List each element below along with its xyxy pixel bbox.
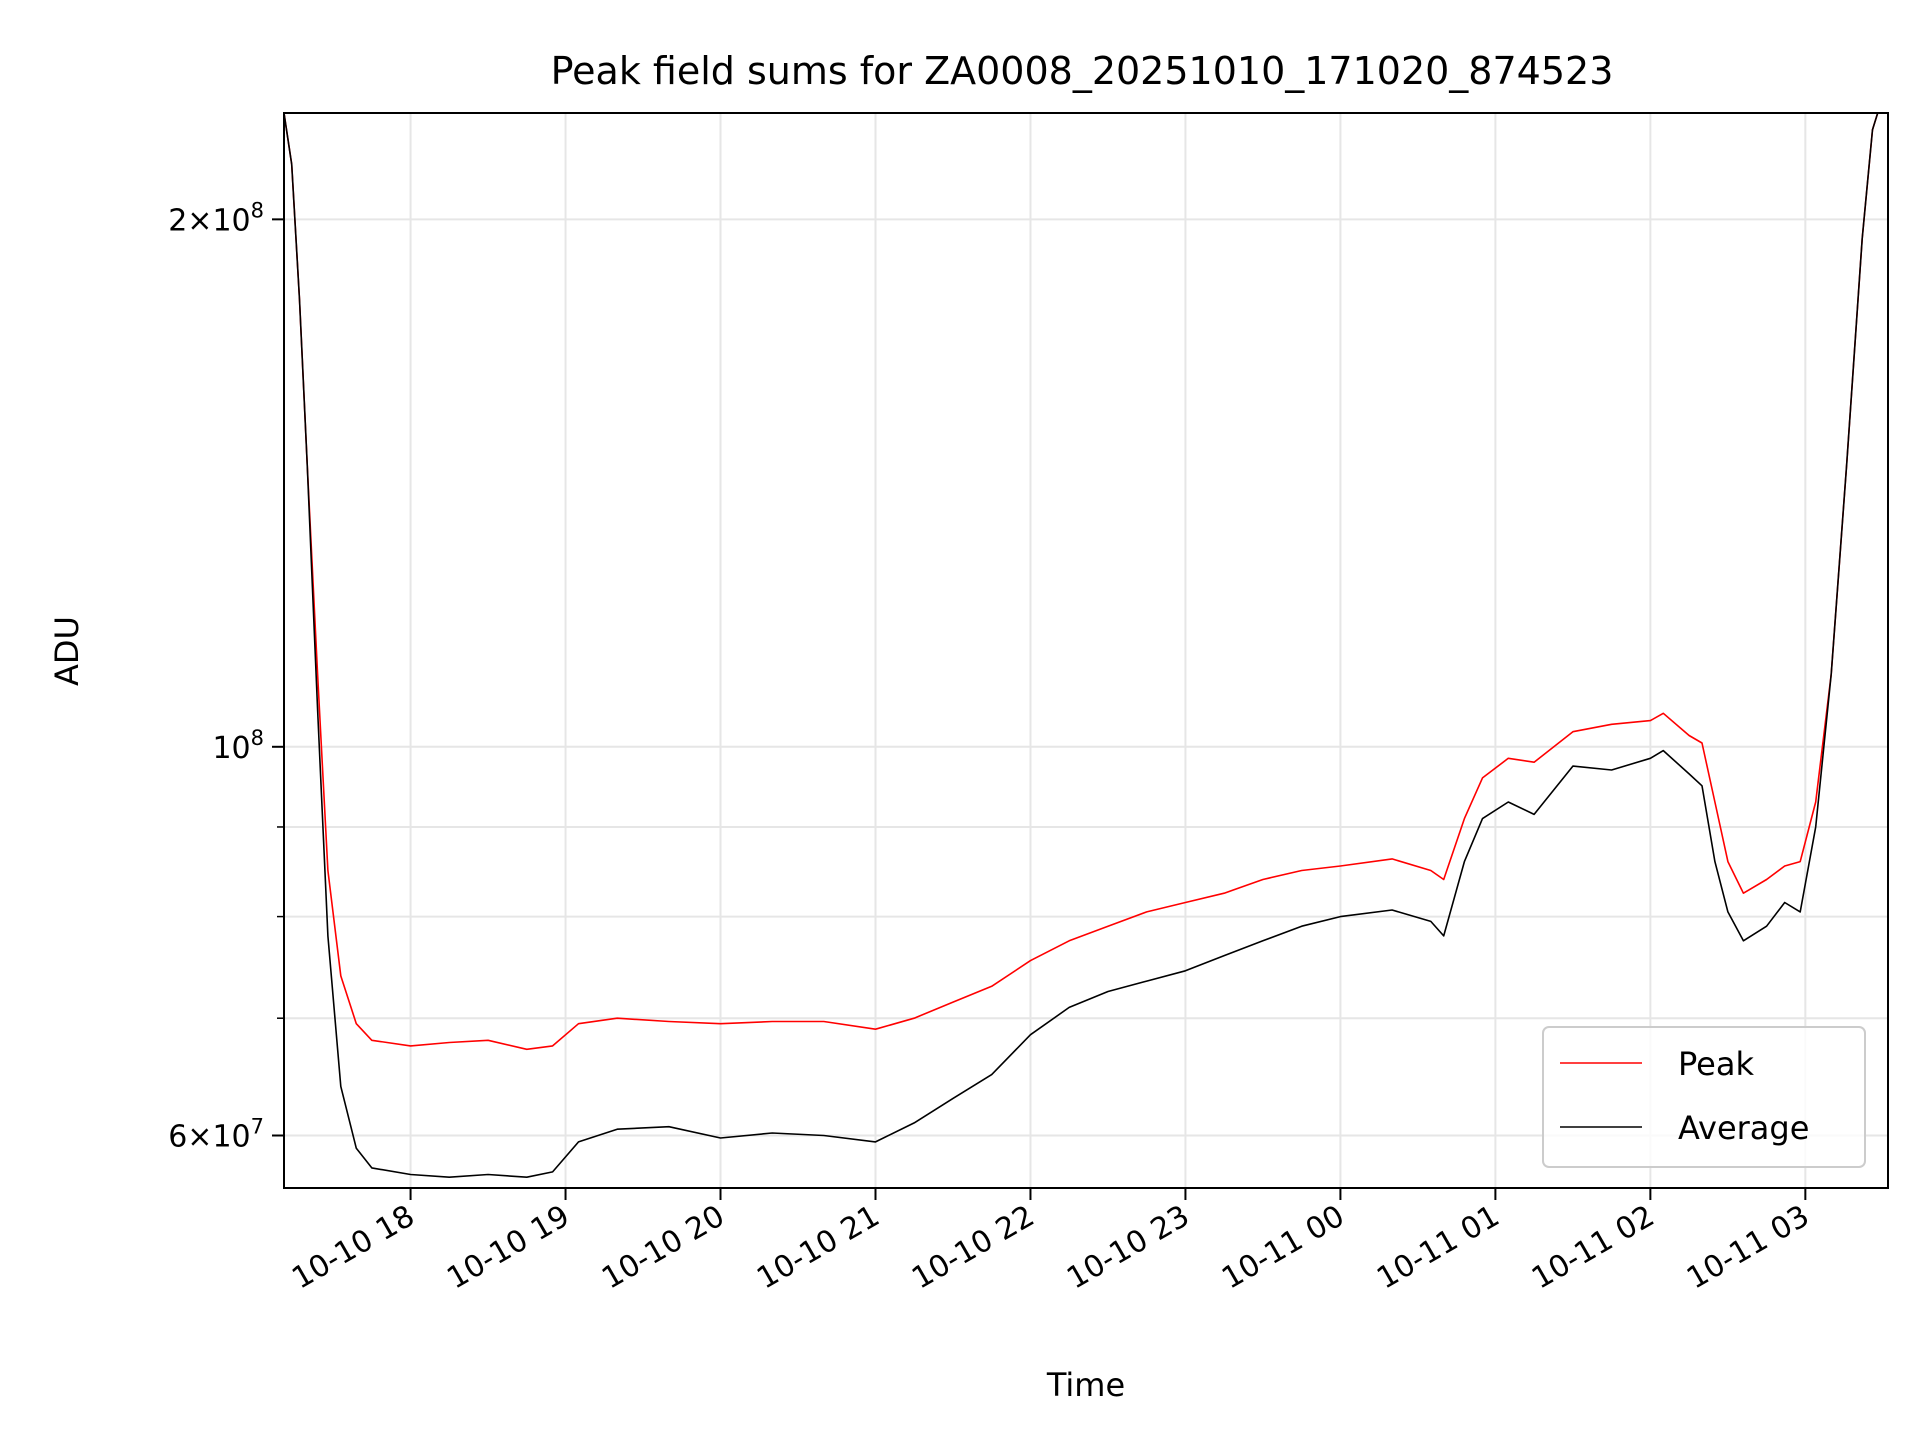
legend: Peak Average	[1542, 1026, 1866, 1168]
y-tick-label: 2×108	[168, 198, 264, 238]
x-axis-label: Time	[1046, 1366, 1125, 1404]
series-line-peak	[284, 113, 1879, 1051]
grid	[284, 113, 1888, 1188]
plot-area-frame	[283, 112, 1889, 1189]
y-axis-label: ADU	[48, 616, 86, 686]
legend-label-average: Average	[1678, 1109, 1809, 1147]
series-layer	[284, 113, 1879, 1178]
legend-label-peak: Peak	[1678, 1045, 1754, 1083]
legend-box	[1542, 1026, 1866, 1168]
y-tick-label: 108	[212, 726, 264, 766]
chart-title: Peak field sums for ZA0008_20251010_1710…	[551, 49, 1614, 93]
series-line-average	[284, 113, 1879, 1178]
y-tick-label: 6×107	[168, 1115, 264, 1155]
